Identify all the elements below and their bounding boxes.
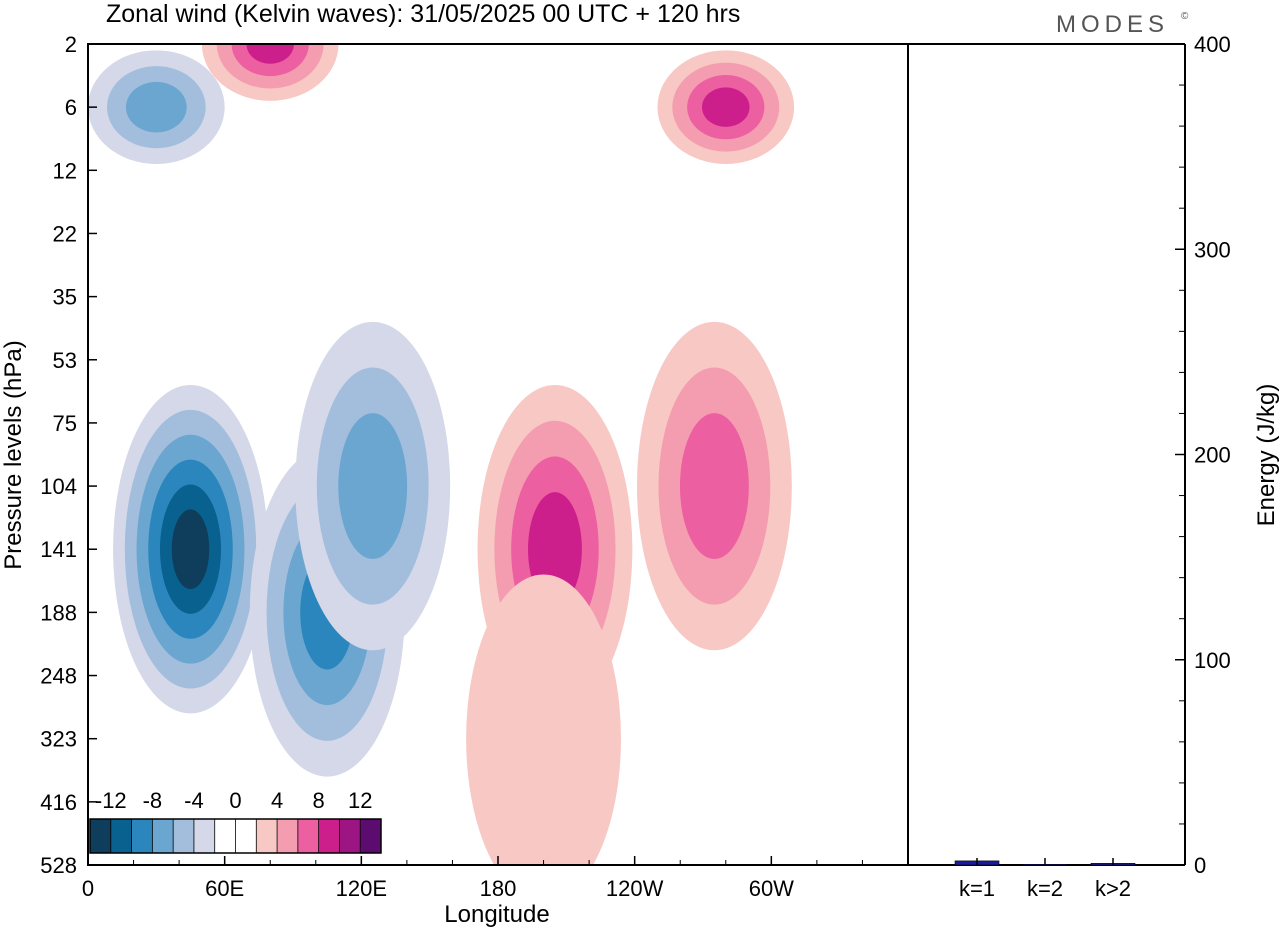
y-tick-label: 53 <box>53 348 77 373</box>
y-tick-label: 188 <box>40 600 77 625</box>
x-tick-label: 120E <box>336 876 387 901</box>
contour-2-2 <box>338 413 408 560</box>
y-tick-label: 35 <box>53 285 77 310</box>
energy-category-label: k>2 <box>1095 876 1131 901</box>
colorbar-swatch <box>90 819 112 853</box>
y-axis: 2 6 12 22 35 53 75 104 141 188 248 323 416 528 <box>40 32 97 878</box>
x-axis-label: Longitude <box>444 901 549 928</box>
contour-6-3 <box>702 87 750 127</box>
y-tick-label: 75 <box>53 411 77 436</box>
contour-field <box>88 44 795 865</box>
energy-category-label: k=1 <box>959 876 995 901</box>
energy-tick-label: 400 <box>1194 32 1231 57</box>
colorbar-tick-label: -12 <box>95 788 127 813</box>
x-tick-label: 60E <box>205 876 244 901</box>
colorbar: -12 -8 -4 0 4 8 12 <box>89 788 382 854</box>
y-tick-label: 6 <box>65 95 77 120</box>
energy-tick-label: 0 <box>1194 853 1206 878</box>
colorbar-swatch <box>277 819 299 853</box>
contour-5-0 <box>466 574 621 865</box>
x-tick-label: 0 <box>82 876 94 901</box>
y-tick-label: 104 <box>40 474 77 499</box>
chart-title: Zonal wind (Kelvin waves): 31/05/2025 00… <box>106 0 740 28</box>
colorbar-swatch <box>360 819 382 853</box>
y-tick-label: 248 <box>40 664 77 689</box>
contour-7-2 <box>125 81 187 133</box>
colorbar-swatch <box>110 819 133 853</box>
energy-bars: 0 100 200 300 400 k=1 k=2 k>2 <box>954 32 1231 901</box>
colorbar-swatch <box>339 819 361 853</box>
colorbar-tick-label: 8 <box>313 788 325 813</box>
energy-tick-label: 200 <box>1194 443 1231 468</box>
x-axis: 0 60E 120E 180 120W 60W <box>82 856 909 901</box>
y-tick-label: 12 <box>53 158 77 183</box>
colorbar-tick-label: 0 <box>229 788 241 813</box>
colorbar-swatch <box>152 819 174 853</box>
colorbar-tick-label: 12 <box>348 788 372 813</box>
energy-tick-label: 300 <box>1194 237 1231 262</box>
colorbar-swatch <box>131 819 153 853</box>
x-tick-label: 180 <box>480 876 517 901</box>
colorbar-swatch <box>193 819 216 853</box>
y-axis-label: Pressure levels (hPa) <box>0 340 27 569</box>
modes-logo-text: MODES <box>1056 11 1169 38</box>
colorbar-swatch <box>297 819 320 853</box>
energy-tick-label: 100 <box>1194 648 1231 673</box>
energy-category-label: k=2 <box>1027 876 1063 901</box>
y-tick-label: 323 <box>40 727 77 752</box>
colorbar-swatch <box>214 819 236 853</box>
y-tick-label: 22 <box>53 221 77 246</box>
colorbar-swatch <box>173 819 195 853</box>
y-tick-label: 528 <box>40 853 77 878</box>
energy-axis-label: Energy (J/kg) <box>1253 384 1280 527</box>
x-tick-label: 120W <box>606 876 664 901</box>
modes-logo-mark: © <box>1181 11 1189 22</box>
modes-logo: MODES <box>1056 11 1169 38</box>
colorbar-swatch <box>256 819 278 853</box>
y-tick-label: 141 <box>40 537 77 562</box>
colorbar-swatch <box>318 819 340 853</box>
y-tick-label: 2 <box>65 32 77 57</box>
y-tick-label: 416 <box>40 790 77 815</box>
colorbar-tick-label: 4 <box>271 788 283 813</box>
colorbar-tick-label: -8 <box>143 788 163 813</box>
x-tick-label: 60W <box>749 876 794 901</box>
contour-8-3 <box>246 44 294 64</box>
contour-0-5 <box>171 509 210 590</box>
contour-4-2 <box>679 413 749 560</box>
colorbar-swatch <box>235 819 257 853</box>
colorbar-tick-label: -4 <box>184 788 204 813</box>
